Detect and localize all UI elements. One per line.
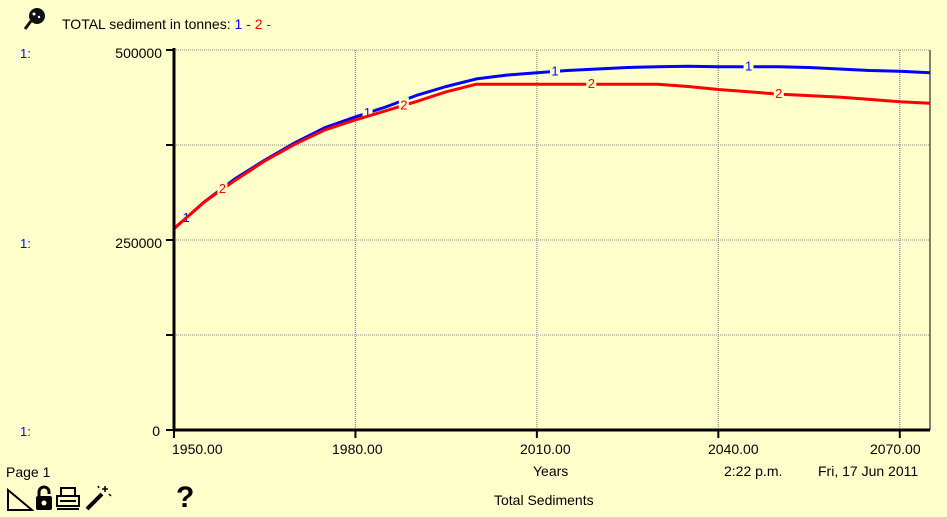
sheet-button[interactable] — [6, 486, 35, 517]
series-label-bg — [743, 58, 754, 73]
series-marker-label-2: 2 — [400, 97, 407, 112]
print-icon — [56, 487, 80, 510]
chart-legend: TOTAL sediment in tonnes: 1 - 2 - — [62, 16, 271, 32]
axis-prefix-top: 1: — [20, 46, 31, 61]
help-button[interactable]: ? — [174, 480, 196, 517]
x-tick-label-2040: 2040.00 — [708, 441, 759, 457]
x-axis-label: Years — [533, 463, 569, 479]
x-tick-label-2070: 2070.00 — [870, 441, 921, 457]
lock-icon — [36, 485, 52, 510]
series-label-bg — [586, 76, 597, 91]
series-label-bg — [773, 86, 784, 101]
series-label-bg — [362, 104, 373, 119]
x-tick-label-1950: 1950.00 — [172, 441, 223, 457]
timestamp-date: Fri, 17 Jun 2011 — [818, 463, 919, 479]
x-tick-label-2010: 2010.00 — [520, 441, 571, 457]
lock-button[interactable] — [34, 484, 54, 517]
chart-footer-title: Total Sediments — [494, 492, 594, 508]
series-label-bg — [398, 97, 409, 112]
series-line-2 — [173, 82, 931, 230]
axis-prefix-bottom: 1: — [20, 424, 31, 439]
series-label-bg — [217, 181, 228, 196]
axis-prefix-mid: 1: — [20, 236, 31, 251]
wand-icon — [85, 485, 112, 511]
series-label-bg — [550, 63, 561, 78]
legend-series-1: 1 — [234, 16, 243, 32]
chart-title-icon[interactable] — [22, 6, 48, 37]
legend-sep-2: - — [262, 16, 272, 32]
legend-title: TOTAL sediment in tonnes: — [62, 16, 231, 32]
series-marker-label-1: 1 — [745, 59, 752, 74]
sheet-icon — [7, 487, 35, 511]
svg-text:?: ? — [176, 481, 194, 512]
page-label: Page 1 — [6, 464, 51, 480]
legend-series-2: 2 — [254, 16, 263, 32]
x-tick-label-1980: 1980.00 — [332, 441, 383, 457]
help-icon: ? — [176, 481, 194, 514]
series-marker-label-2: 2 — [775, 86, 782, 101]
series-marker-label-1: 1 — [551, 63, 558, 78]
timestamp-time: 2:22 p.m. — [724, 463, 783, 479]
pin-icon — [23, 8, 45, 30]
y-tick-label-0: 0 — [152, 423, 160, 439]
series-marker-label-1: 1 — [364, 105, 371, 120]
series-marker-label-2: 2 — [219, 181, 226, 196]
print-button[interactable] — [55, 486, 83, 517]
series-marker-label-2: 2 — [588, 76, 595, 91]
wand-button[interactable] — [84, 484, 112, 517]
y-tick-label-250000: 250000 — [115, 235, 162, 251]
y-tick-label-500000: 500000 — [115, 45, 162, 61]
legend-sep-1: - — [242, 16, 255, 32]
